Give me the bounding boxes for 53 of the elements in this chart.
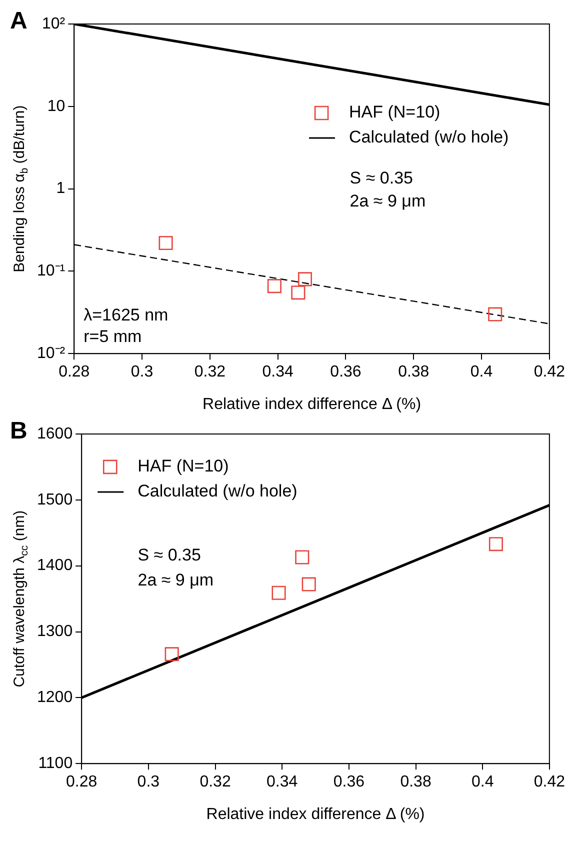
x-tick-label: 0.34 bbox=[266, 774, 298, 791]
x-tick-label: 0.32 bbox=[194, 364, 226, 381]
annotation: S ≈ 0.35 bbox=[350, 168, 414, 188]
annotation: 2a ≈ 9 μm bbox=[138, 570, 214, 590]
legend-label: HAF (N=10) bbox=[349, 102, 440, 122]
y-tick-label: 10 bbox=[47, 98, 66, 115]
x-tick-label: 0.28 bbox=[58, 364, 90, 381]
y-tick-label: 1400 bbox=[37, 557, 73, 574]
y-tick-label: 1200 bbox=[37, 689, 73, 706]
y-tick-label: 1300 bbox=[37, 623, 73, 640]
point bbox=[291, 286, 306, 300]
x-tick-label: 0.3 bbox=[130, 364, 154, 381]
y-tick-label: 1600 bbox=[37, 425, 73, 442]
annotation: S ≈ 0.35 bbox=[138, 546, 201, 565]
chart-title: A bbox=[10, 8, 28, 35]
y-axis-title: Bending loss αb (dB/turn) bbox=[11, 105, 30, 272]
point bbox=[272, 586, 286, 600]
annotation: λ=1625 nm bbox=[84, 305, 168, 324]
x-tick-label: 0.3 bbox=[137, 774, 160, 791]
chart-title: B bbox=[10, 418, 28, 445]
x-axis-title: Relative index difference Δ (%) bbox=[202, 396, 422, 413]
point bbox=[298, 272, 312, 286]
x-tick-label: 0.36 bbox=[333, 774, 365, 791]
annotation: r=5 mm bbox=[84, 326, 142, 346]
x-tick-label: 0.38 bbox=[398, 364, 430, 381]
x-tick-label: 0.38 bbox=[400, 774, 432, 791]
legend-label: HAF (N=10) bbox=[138, 456, 229, 476]
y-axis-title: Cutoff wavelength λcc (nm) bbox=[11, 510, 30, 688]
x-tick-label: 0.4 bbox=[470, 364, 493, 381]
point bbox=[295, 550, 310, 564]
y-tick-label: 1500 bbox=[37, 491, 73, 508]
x-axis-title: Relative index difference Δ (%) bbox=[206, 806, 425, 823]
y-tick-label: 10⁻² bbox=[37, 345, 66, 362]
point bbox=[302, 577, 316, 592]
point bbox=[164, 647, 179, 662]
x-tick-label: 0.32 bbox=[200, 774, 231, 791]
x-tick-label: 0.36 bbox=[330, 364, 362, 381]
x-tick-label: 0.42 bbox=[534, 774, 566, 791]
point bbox=[267, 279, 282, 294]
y-tick-label: 10² bbox=[42, 15, 66, 32]
annotation: 2a ≈ 9 μm bbox=[350, 192, 426, 211]
y-tick-label: 10⁻¹ bbox=[37, 262, 66, 280]
point bbox=[158, 236, 173, 250]
x-tick-label: 0.28 bbox=[66, 774, 98, 791]
legend-label: Calculated (w/o hole) bbox=[138, 482, 298, 501]
x-tick-label: 0.42 bbox=[534, 364, 566, 381]
y-tick-label: 1100 bbox=[38, 755, 73, 772]
x-tick-label: 0.4 bbox=[471, 774, 494, 791]
y-tick-label: 1 bbox=[56, 180, 66, 198]
point bbox=[488, 307, 502, 322]
legend-label: Calculated (w/o hole) bbox=[349, 128, 509, 147]
x-tick-label: 0.34 bbox=[262, 364, 294, 381]
point bbox=[488, 537, 503, 552]
